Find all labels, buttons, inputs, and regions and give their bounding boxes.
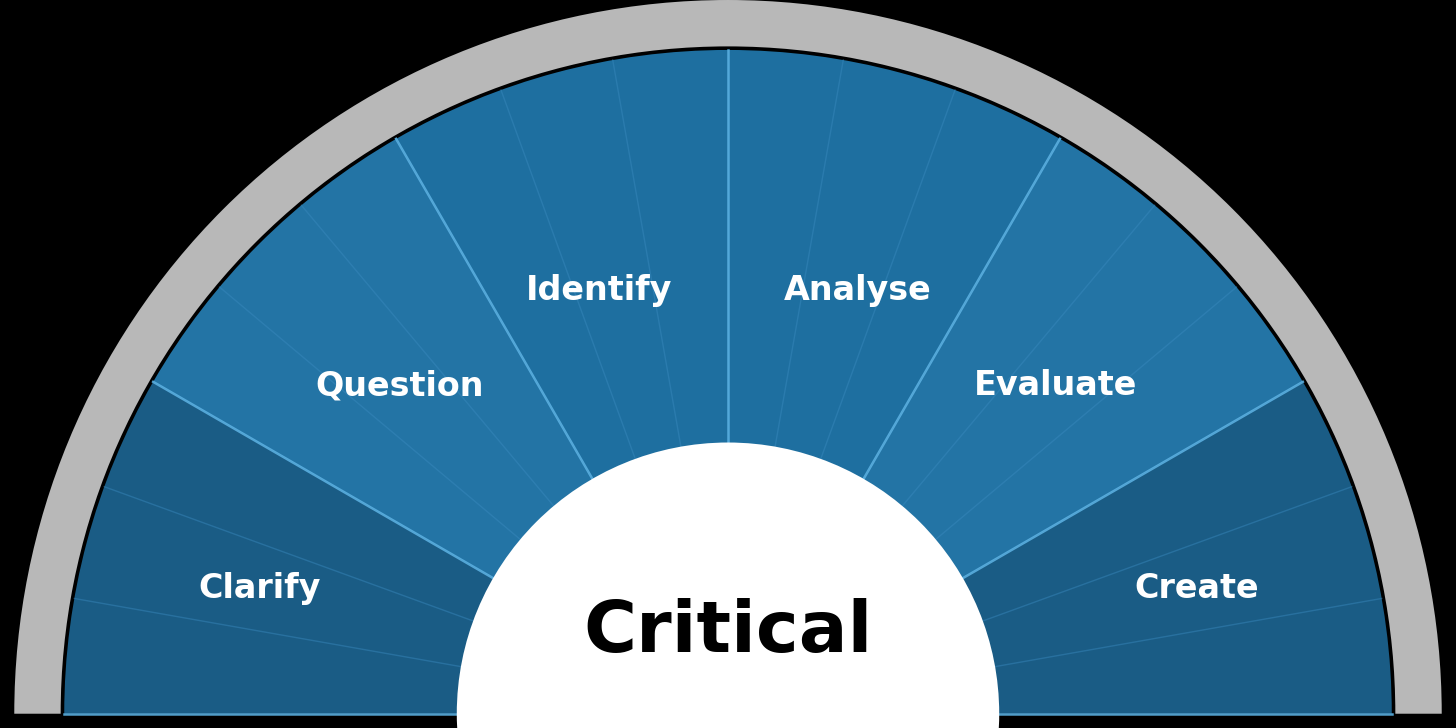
Wedge shape: [15, 0, 1441, 713]
Wedge shape: [64, 382, 728, 713]
Wedge shape: [728, 382, 1392, 713]
Text: Question: Question: [316, 369, 485, 402]
Text: Critical: Critical: [584, 598, 872, 667]
Circle shape: [457, 443, 999, 728]
Wedge shape: [396, 50, 728, 713]
Text: Analyse: Analyse: [783, 274, 932, 307]
Wedge shape: [153, 139, 728, 713]
Text: Identify: Identify: [526, 274, 671, 307]
Text: Create: Create: [1134, 571, 1259, 605]
Text: Clarify: Clarify: [198, 571, 320, 605]
Wedge shape: [728, 139, 1303, 713]
Wedge shape: [728, 50, 1060, 713]
Text: Evaluate: Evaluate: [974, 369, 1137, 402]
